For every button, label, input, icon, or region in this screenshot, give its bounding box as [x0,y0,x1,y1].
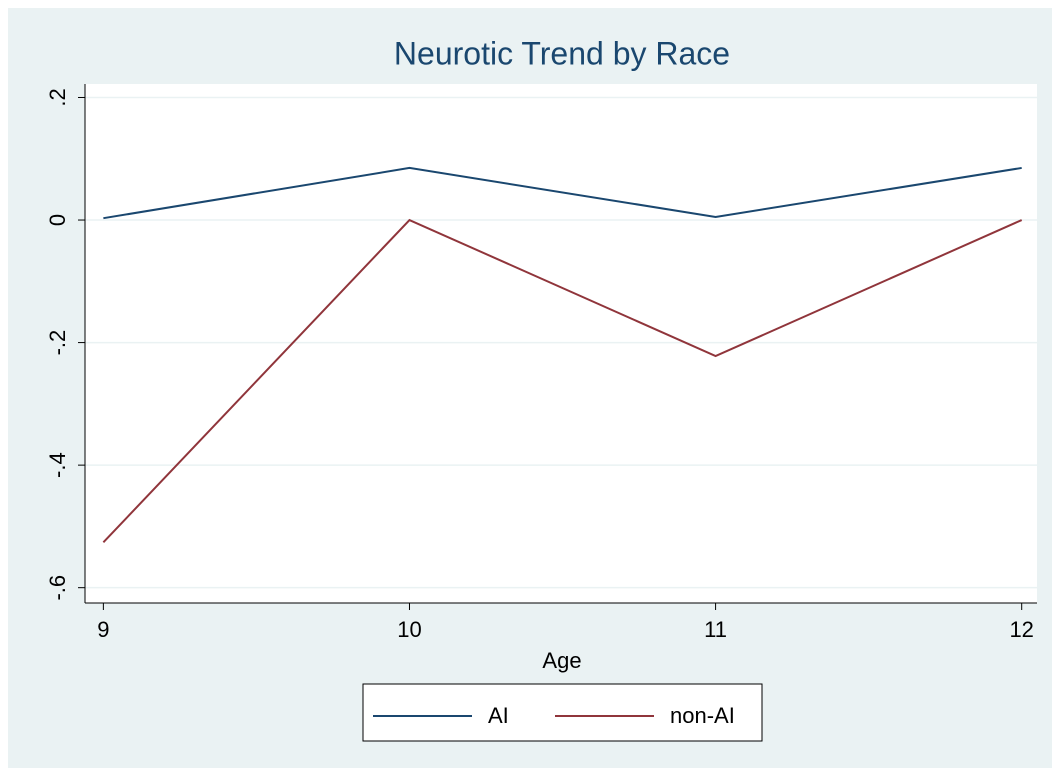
x-tick-label: 9 [97,617,109,642]
legend-label: AI [488,703,509,728]
y-tick-label: 0 [45,214,70,226]
y-tick-label: -.6 [45,575,70,601]
legend [362,683,763,742]
x-tick-label: 12 [1009,617,1033,642]
y-tick-label: -.4 [45,452,70,478]
series-line [103,166,1022,220]
x-axis-label: Age [542,648,581,673]
x-tick-label: 10 [397,617,421,642]
x-tick-label: 11 [704,617,727,642]
y-tick-label: .2 [45,88,70,106]
legend-label: non-AI [670,703,735,728]
plot-area [85,84,1037,603]
y-tick-label: -.2 [45,330,70,356]
series-line [102,218,1023,544]
chart-title: Neurotic Trend by Race [394,35,730,71]
